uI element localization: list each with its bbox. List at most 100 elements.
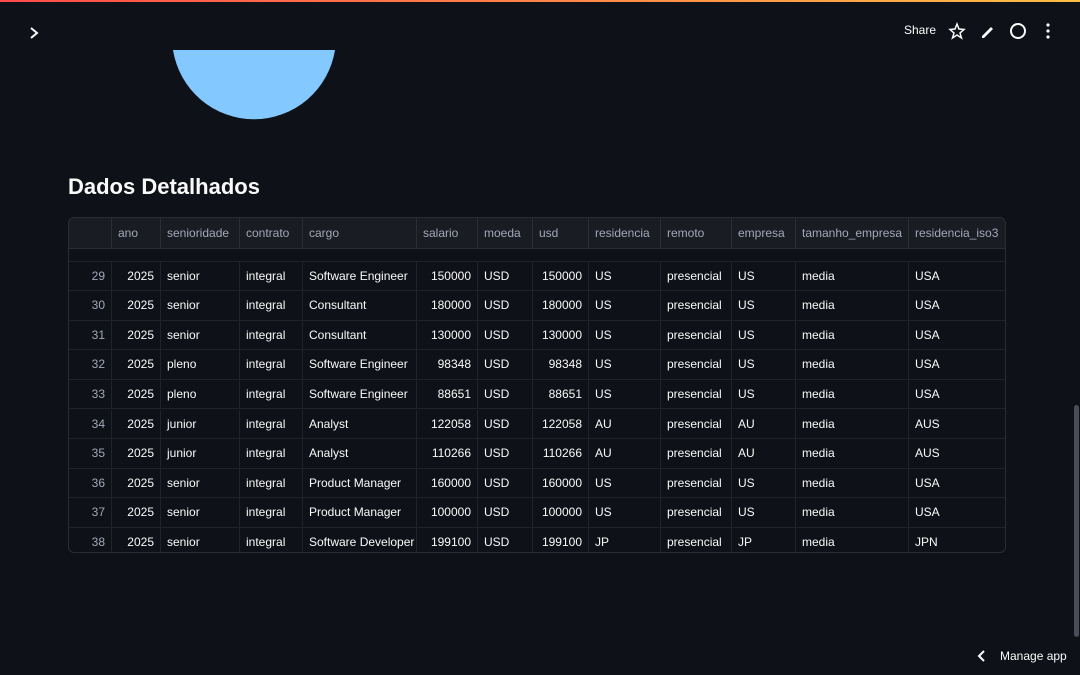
table-cell: integral bbox=[240, 439, 303, 469]
row-index: 38 bbox=[69, 527, 112, 552]
table-cell: 100000 bbox=[533, 498, 589, 528]
table-cell: 180000 bbox=[417, 291, 478, 321]
table-cell: presencial bbox=[661, 498, 732, 528]
manage-icon bbox=[977, 650, 985, 662]
table-cell: US bbox=[589, 261, 661, 292]
row-index: 32 bbox=[69, 350, 112, 380]
table-cell: pleno bbox=[161, 379, 240, 410]
github-button[interactable] bbox=[1010, 23, 1026, 39]
table-cell: USD bbox=[478, 261, 533, 292]
table-cell: US bbox=[732, 291, 796, 321]
table-cell: US bbox=[732, 498, 796, 528]
row-index: 35 bbox=[69, 439, 112, 469]
table-cell: 2025 bbox=[112, 261, 161, 292]
table-cell: 160000 bbox=[417, 468, 478, 499]
table-cell: Software Engineer bbox=[303, 350, 417, 380]
table-cell: 199100 bbox=[417, 527, 478, 552]
table-cell: presencial bbox=[661, 527, 732, 552]
row-index: 37 bbox=[69, 498, 112, 528]
table-cell: 180000 bbox=[533, 291, 589, 321]
header-cell: senioridade bbox=[161, 218, 240, 249]
table-cell: US bbox=[732, 379, 796, 410]
table-cell: 160000 bbox=[533, 468, 589, 499]
scrollbar bbox=[1074, 405, 1079, 637]
table-cell: 2025 bbox=[112, 498, 161, 528]
table-cell: senior bbox=[161, 527, 240, 552]
table-cell: junior bbox=[161, 439, 240, 469]
table-cell: Software Engineer bbox=[303, 261, 417, 292]
section-title: Dados Detalhados bbox=[68, 174, 260, 199]
table-cell: USA bbox=[909, 262, 1005, 292]
table-cell: 2025 bbox=[112, 379, 161, 410]
table-cell: AU bbox=[589, 409, 661, 440]
table-cell: AUS bbox=[909, 410, 1005, 440]
table-cell: presencial bbox=[661, 409, 732, 440]
header-cell: tamanho_empresa bbox=[796, 218, 909, 249]
table-cell: integral bbox=[240, 468, 303, 499]
table-cell: media bbox=[796, 350, 909, 380]
table-cell: US bbox=[732, 350, 796, 380]
table-cell: USD bbox=[478, 291, 533, 321]
table-cell: integral bbox=[240, 320, 303, 351]
table-cell: senior bbox=[161, 468, 240, 499]
table-cell: 88651 bbox=[533, 379, 589, 410]
top-decoration bbox=[0, 0, 1080, 2]
table-cell: USD bbox=[478, 350, 533, 380]
table-cell: US bbox=[732, 261, 796, 292]
table-cell: media bbox=[796, 379, 909, 410]
table-cell: USD bbox=[478, 320, 533, 351]
table-cell: Analyst bbox=[303, 439, 417, 469]
table-cell: Product Manager bbox=[303, 498, 417, 528]
table-cell: senior bbox=[161, 320, 240, 351]
table-cell: 150000 bbox=[533, 261, 589, 292]
table-cell: presencial bbox=[661, 379, 732, 410]
table-cell: presencial bbox=[661, 439, 732, 469]
header-cell bbox=[69, 218, 112, 249]
table-cell: junior bbox=[161, 409, 240, 440]
table-cell: presencial bbox=[661, 261, 732, 292]
header-cell: ano bbox=[112, 218, 161, 249]
table-cell: 2025 bbox=[112, 439, 161, 469]
table-cell: media bbox=[796, 409, 909, 440]
table-cell: US bbox=[589, 468, 661, 499]
table-cell: USD bbox=[478, 527, 533, 552]
star-button[interactable] bbox=[948, 21, 966, 40]
table-cell: 122058 bbox=[533, 409, 589, 440]
table-cell: senior bbox=[161, 261, 240, 292]
table-cell: US bbox=[589, 498, 661, 528]
table-cell: 98348 bbox=[417, 350, 478, 380]
table-cell: 150000 bbox=[417, 261, 478, 292]
table-cell: presencial bbox=[661, 320, 732, 351]
header-cell: contrato bbox=[240, 218, 303, 249]
table-cell: Software Engineer bbox=[303, 379, 417, 410]
table-cell: Consultant bbox=[303, 320, 417, 351]
table-cell: media bbox=[796, 498, 909, 528]
table-cell: USD bbox=[478, 498, 533, 528]
table-cell: senior bbox=[161, 291, 240, 321]
table-cell: USA bbox=[909, 380, 1005, 410]
row-index: 34 bbox=[69, 409, 112, 440]
table-cell: USA bbox=[909, 350, 1005, 380]
table-cell: US bbox=[732, 320, 796, 351]
menu-button[interactable] bbox=[1046, 23, 1050, 39]
table-cell: AU bbox=[732, 439, 796, 469]
table-cell: USA bbox=[909, 291, 1005, 321]
row-index: 30 bbox=[69, 291, 112, 321]
table-cell: US bbox=[589, 379, 661, 410]
header-cell: empresa bbox=[732, 218, 796, 249]
table-cell: 199100 bbox=[533, 527, 589, 552]
header-cell: salario bbox=[417, 218, 478, 249]
share-button[interactable]: Share bbox=[904, 23, 937, 37]
manage-app-button[interactable]: Manage app bbox=[1000, 649, 1067, 663]
header-cell: moeda bbox=[478, 218, 533, 249]
table-cell: 110266 bbox=[533, 439, 589, 469]
sidebar-toggle[interactable] bbox=[30, 27, 39, 39]
table-cell: US bbox=[589, 350, 661, 380]
table-cell: presencial bbox=[661, 350, 732, 380]
table-cell: 122058 bbox=[417, 409, 478, 440]
data-table[interactable]: ano senioridade contrato cargo salario moeda u… bbox=[68, 217, 1006, 553]
edit-button[interactable] bbox=[982, 27, 993, 38]
table-cell: USD bbox=[478, 409, 533, 440]
table-cell: integral bbox=[240, 291, 303, 321]
